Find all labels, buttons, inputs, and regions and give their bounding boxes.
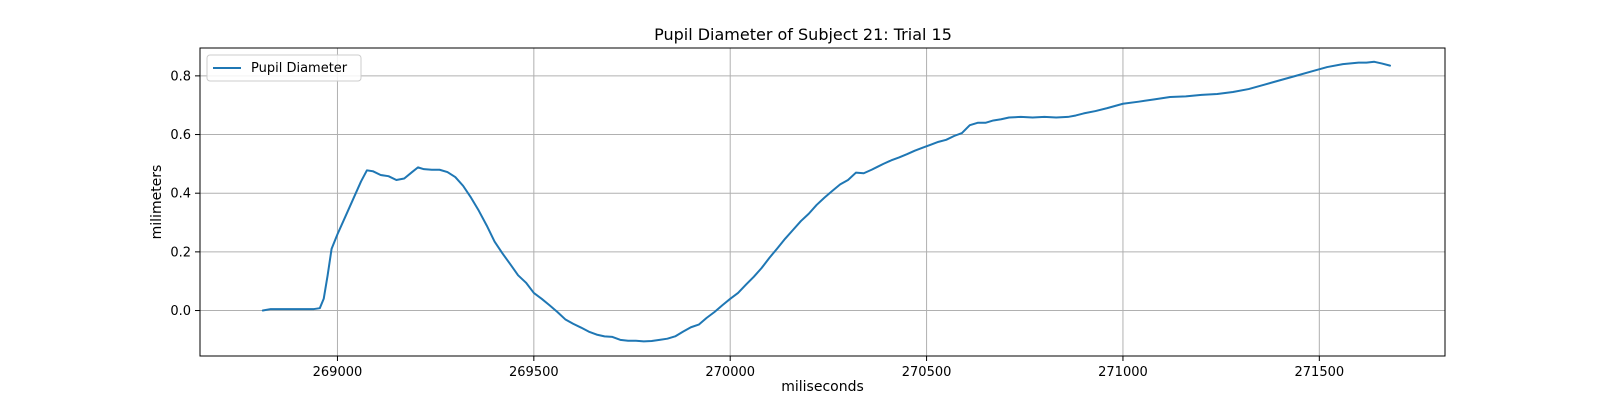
chart-title: Pupil Diameter of Subject 21: Trial 15 xyxy=(654,25,952,44)
y-tick-label: 0.0 xyxy=(170,304,191,319)
y-tick-label: 0.2 xyxy=(170,245,191,260)
legend: Pupil Diameter xyxy=(206,54,362,82)
x-tick-label: 270500 xyxy=(902,365,952,380)
legend-box xyxy=(206,54,362,82)
legend-label: Pupil Diameter xyxy=(251,61,348,76)
y-tick-label: 0.4 xyxy=(170,187,191,202)
ticks: 269000 269500 270000 270500 271000 271500 0.0 0… xyxy=(170,69,1344,380)
y-tick-label: 0.8 xyxy=(170,69,191,84)
x-tick-label: 269000 xyxy=(313,365,363,380)
x-tick-label: 270000 xyxy=(705,365,755,380)
series-layer xyxy=(261,60,1392,343)
y-axis-label: milimeters xyxy=(149,165,165,240)
x-tick-label: 271000 xyxy=(1098,365,1148,380)
plot-frame xyxy=(199,47,1446,357)
x-tick-label: 269500 xyxy=(509,365,559,380)
grid xyxy=(200,48,1445,356)
y-tick-label: 0.6 xyxy=(170,128,191,143)
series-line-pupil-diameter xyxy=(261,60,1392,343)
x-axis-label: miliseconds xyxy=(781,379,864,395)
x-tick-label: 271500 xyxy=(1295,365,1345,380)
